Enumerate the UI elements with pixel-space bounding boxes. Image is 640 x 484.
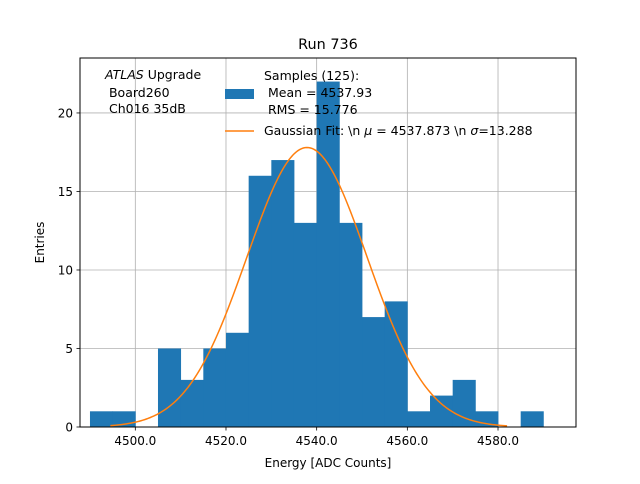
x-tick-label: 4520.0	[205, 434, 247, 448]
legend: Samples (125): Mean = 4537.93 RMS = 15.7…	[225, 68, 533, 138]
legend-samples-rms: RMS = 15.776	[264, 102, 358, 117]
x-axis-ticks: 4500.0 4520.0 4540.0 4560.0 4580.0	[114, 427, 519, 448]
chart-title: Run 736	[298, 37, 358, 53]
histogram-bar	[157, 348, 182, 427]
annotation-line-2: Board260	[105, 85, 170, 100]
y-tick-label: 10	[58, 263, 73, 277]
histogram-bar	[89, 411, 114, 427]
annotation-atlas-italic: ATLAS	[104, 67, 144, 82]
legend-fit-label: Gaussian Fit: \n μ = 4537.873 \n σ=13.28…	[264, 123, 533, 138]
annotation-upgrade: Upgrade	[144, 67, 202, 82]
histogram-bar	[316, 81, 340, 427]
legend-fit-sigma-symbol: σ	[470, 123, 479, 138]
histogram-bar	[407, 411, 431, 427]
histogram-bar	[362, 317, 386, 427]
histogram-bars	[89, 81, 544, 427]
gaussian-fit-curve	[110, 146, 508, 427]
histogram-bar	[180, 379, 204, 427]
x-tick-label: 4500.0	[114, 434, 156, 448]
histogram-bar	[293, 222, 318, 427]
x-tick-label: 4580.0	[477, 434, 519, 448]
legend-samples-mean: Mean = 4537.93	[264, 85, 372, 100]
atlas-annotation: ATLAS Upgrade Board260 Ch016 35dB	[104, 67, 201, 116]
histogram-bar	[384, 301, 408, 427]
legend-fit-mid: = 4537.873 \n	[372, 123, 470, 138]
histogram-bar	[430, 395, 454, 427]
y-tick-label: 0	[65, 421, 73, 435]
histogram-bar	[271, 160, 295, 427]
annotation-line-3: Ch016 35dB	[105, 101, 186, 116]
legend-fit-prefix: Gaussian Fit: \n	[264, 123, 364, 138]
legend-fit-mu-symbol: μ	[363, 123, 372, 138]
legend-samples-title: Samples (125):	[264, 68, 359, 83]
legend-fit-suffix: =13.288	[478, 123, 532, 138]
y-tick-label: 15	[58, 185, 73, 199]
histogram-bar	[520, 411, 544, 427]
histogram-bar	[339, 222, 363, 427]
plot-frame	[79, 57, 577, 428]
histogram-bar	[225, 332, 250, 427]
x-axis-label: Energy [ADC Counts]	[265, 456, 392, 470]
y-axis-label: Entries	[33, 222, 47, 264]
histogram-bar	[248, 175, 272, 427]
y-axis-ticks: 0 5 10 15 20	[58, 106, 80, 435]
annotation-line-1: ATLAS Upgrade	[104, 67, 201, 82]
y-tick-label: 20	[58, 106, 73, 120]
x-tick-label: 4540.0	[296, 434, 338, 448]
x-tick-label: 4560.0	[386, 434, 428, 448]
legend-samples-swatch	[225, 89, 254, 99]
histogram-bar	[203, 348, 227, 427]
y-tick-label: 5	[65, 342, 73, 356]
